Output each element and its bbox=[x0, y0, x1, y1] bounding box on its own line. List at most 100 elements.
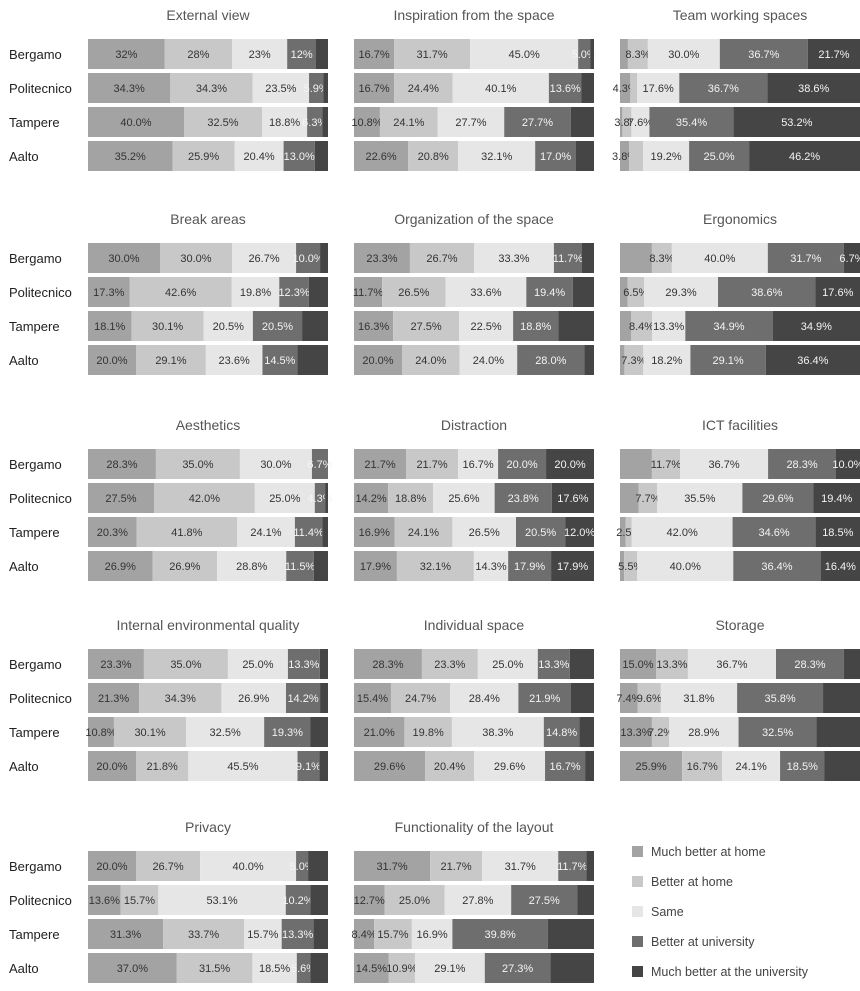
bar-segment-much-better-university bbox=[313, 551, 328, 581]
data-label: 24.4% bbox=[408, 83, 439, 95]
bar-segment-better-university bbox=[294, 517, 323, 547]
bar-segment-better-university bbox=[548, 73, 582, 103]
bar-segment-much-better-home bbox=[88, 953, 177, 983]
bar-segment-much-better-home bbox=[88, 649, 144, 679]
data-label: 18.5% bbox=[787, 761, 818, 773]
bar-segment-better-university bbox=[649, 107, 734, 137]
bar-segment-better-university bbox=[526, 277, 573, 307]
data-label: 30.0% bbox=[260, 459, 291, 471]
bar-segment-better-home bbox=[163, 919, 244, 949]
data-label: 35.8% bbox=[764, 693, 795, 705]
data-label: 24.7% bbox=[405, 693, 436, 705]
bar-segment-better-home bbox=[394, 73, 453, 103]
row-label-tampere: Tampere bbox=[9, 319, 60, 334]
bar-segment-better-home bbox=[406, 449, 459, 479]
bar-segment-much-better-home bbox=[354, 517, 395, 547]
panel-title: Functionality of the layout bbox=[395, 819, 554, 835]
panel-title: External view bbox=[166, 7, 250, 23]
bar-segment-better-university bbox=[504, 107, 571, 137]
bar-segment-same bbox=[232, 243, 297, 273]
data-label: 45.0% bbox=[509, 49, 540, 61]
bar-segment-much-better-university bbox=[319, 751, 328, 781]
data-label: 38.6% bbox=[798, 83, 829, 95]
bar-segment-much-better-university bbox=[569, 649, 594, 679]
bar-segment-better-university bbox=[511, 885, 578, 915]
legend-swatch bbox=[632, 876, 643, 887]
data-label: 45.5% bbox=[227, 761, 258, 773]
bar-segment-better-university bbox=[264, 717, 311, 747]
data-label: 30.1% bbox=[134, 727, 165, 739]
data-label: 34.9% bbox=[801, 321, 832, 333]
bar-segment-much-better-home bbox=[88, 449, 156, 479]
data-label: 4.3% bbox=[307, 493, 332, 505]
bar-segment-better-home bbox=[154, 483, 255, 513]
data-label: 20.0% bbox=[506, 459, 537, 471]
row-label-tampere: Tampere bbox=[9, 525, 60, 540]
bar-segment-much-better-university bbox=[843, 649, 860, 679]
data-label: 23% bbox=[249, 49, 271, 61]
bar-segment-much-better-home bbox=[620, 277, 628, 307]
bar-segment-much-better-home bbox=[620, 483, 639, 513]
bar-segment-same bbox=[158, 885, 286, 915]
bar-segment-better-university bbox=[690, 345, 766, 375]
data-label: 37.0% bbox=[117, 963, 148, 975]
data-label: 29.1% bbox=[712, 355, 743, 367]
row-label-bergamo: Bergamo bbox=[9, 457, 62, 472]
bar-segment-better-university bbox=[718, 277, 816, 307]
bar-segment-much-better-university bbox=[558, 311, 594, 341]
bar-segment-same bbox=[239, 449, 312, 479]
data-label: 18.1% bbox=[94, 321, 125, 333]
data-label: 28.3% bbox=[794, 659, 825, 671]
row-label-aalto: Aalto bbox=[9, 759, 39, 774]
bar-segment-better-university bbox=[286, 551, 314, 581]
data-label: 24.1% bbox=[408, 527, 439, 539]
row-label-politecnico: Politecnico bbox=[9, 893, 72, 908]
bar-segment-much-better-home bbox=[88, 345, 136, 375]
bar-segment-better-university bbox=[518, 683, 571, 713]
bar-segment-better-home bbox=[136, 517, 238, 547]
data-label: 28.4% bbox=[469, 693, 500, 705]
bar-segment-much-better-home bbox=[88, 277, 130, 307]
data-label: 26.9% bbox=[105, 561, 136, 573]
bar-segment-better-home bbox=[638, 483, 658, 513]
data-label: 53.1% bbox=[206, 895, 237, 907]
bar-segment-same bbox=[244, 919, 282, 949]
data-label: 22.5% bbox=[471, 321, 502, 333]
bar-segment-same bbox=[722, 751, 781, 781]
row-label-bergamo: Bergamo bbox=[9, 859, 62, 874]
data-label: 28% bbox=[187, 49, 209, 61]
data-label: 26.7% bbox=[248, 253, 279, 265]
bar-segment-same bbox=[227, 649, 288, 679]
bar-segment-better-university bbox=[545, 751, 586, 781]
data-label: 26.5% bbox=[398, 287, 429, 299]
bar-segment-same bbox=[254, 483, 315, 513]
data-label: 40.0% bbox=[704, 253, 735, 265]
data-label: 12% bbox=[291, 49, 313, 61]
data-label: 13.3% bbox=[656, 659, 687, 671]
data-label: 30.1% bbox=[152, 321, 183, 333]
data-label: 26.7% bbox=[426, 253, 457, 265]
bar-segment-better-university bbox=[535, 141, 576, 171]
row-label-politecnico: Politecnico bbox=[9, 691, 72, 706]
data-label: 28.3% bbox=[106, 459, 137, 471]
data-label: 11.5% bbox=[285, 561, 316, 573]
bar-segment-better-university bbox=[553, 243, 582, 273]
panel-internal-environmental-quality: Internal environmental quality 23.3% 35.0%… bbox=[85, 617, 328, 781]
bar-segment-better-university bbox=[776, 649, 844, 679]
data-label: 7.7% bbox=[635, 493, 660, 505]
data-label: 31.8% bbox=[683, 693, 714, 705]
bar-segment-better-university bbox=[578, 39, 591, 69]
bar-segment-better-home bbox=[627, 277, 644, 307]
bar-segment-same bbox=[458, 141, 536, 171]
bar-segment-better-home bbox=[627, 39, 648, 69]
bar-segment-better-university bbox=[498, 449, 547, 479]
bar-segment-much-better-home bbox=[354, 683, 391, 713]
data-label: 17.6% bbox=[822, 287, 853, 299]
data-label: 35.0% bbox=[182, 459, 213, 471]
data-label: 31.7% bbox=[790, 253, 821, 265]
data-label: 25.0% bbox=[242, 659, 273, 671]
data-label: 19.2% bbox=[650, 151, 681, 163]
bar-segment-same bbox=[631, 517, 733, 547]
bar-segment-much-better-home bbox=[88, 39, 165, 69]
